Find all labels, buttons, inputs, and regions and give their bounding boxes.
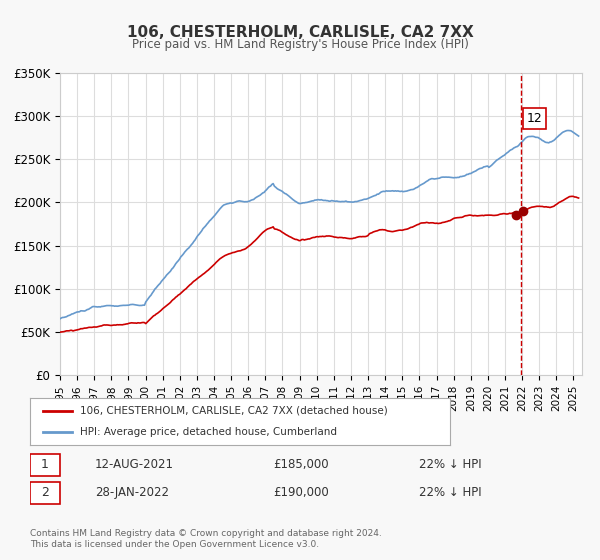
Text: £190,000: £190,000 — [273, 486, 329, 500]
Text: 106, CHESTERHOLM, CARLISLE, CA2 7XX (detached house): 106, CHESTERHOLM, CARLISLE, CA2 7XX (det… — [80, 406, 388, 416]
Text: 28-JAN-2022: 28-JAN-2022 — [95, 486, 169, 500]
Text: Price paid vs. HM Land Registry's House Price Index (HPI): Price paid vs. HM Land Registry's House … — [131, 38, 469, 51]
Text: 12-AUG-2021: 12-AUG-2021 — [95, 458, 174, 472]
Text: 22% ↓ HPI: 22% ↓ HPI — [419, 486, 481, 500]
FancyBboxPatch shape — [30, 482, 60, 504]
FancyBboxPatch shape — [30, 454, 60, 476]
Text: 1: 1 — [41, 458, 49, 472]
Text: Contains HM Land Registry data © Crown copyright and database right 2024.
This d: Contains HM Land Registry data © Crown c… — [30, 529, 382, 549]
Text: 22% ↓ HPI: 22% ↓ HPI — [419, 458, 481, 472]
Text: HPI: Average price, detached house, Cumberland: HPI: Average price, detached house, Cumb… — [80, 427, 337, 437]
Text: 106, CHESTERHOLM, CARLISLE, CA2 7XX: 106, CHESTERHOLM, CARLISLE, CA2 7XX — [127, 25, 473, 40]
Text: 2: 2 — [41, 486, 49, 500]
Text: £185,000: £185,000 — [273, 458, 329, 472]
Text: 12: 12 — [526, 112, 542, 125]
